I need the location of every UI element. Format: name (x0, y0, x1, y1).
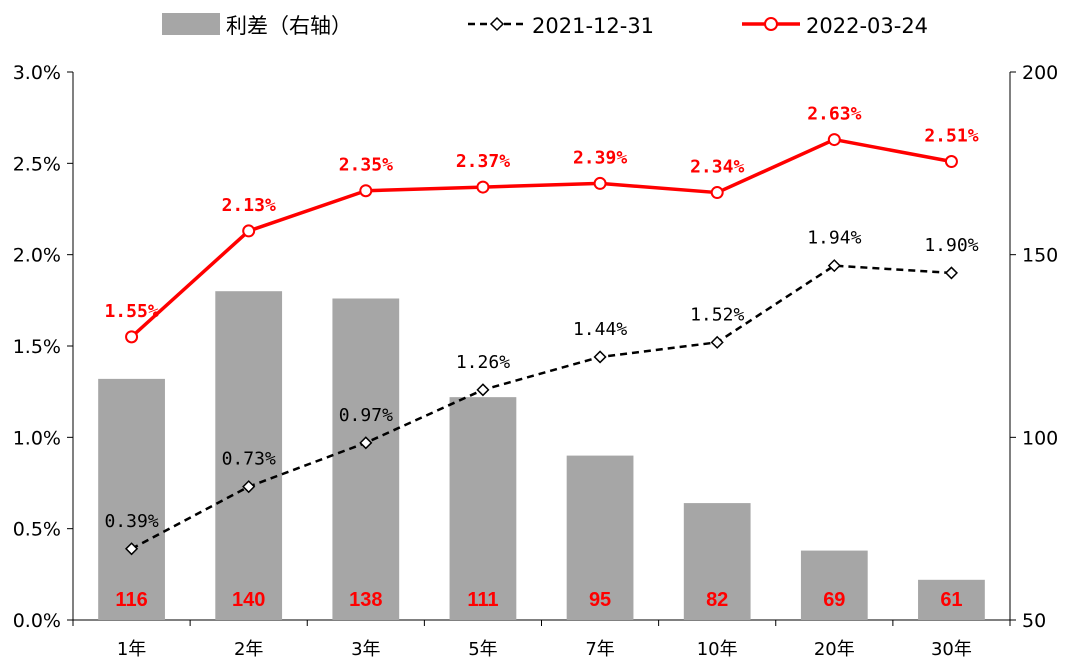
y-left-tick-label: 2.5% (13, 153, 61, 175)
series-point-diamond (827, 259, 841, 273)
series-point-circle (710, 186, 724, 200)
series-point-circle (476, 180, 490, 194)
series-data-label: 0.39% (104, 511, 158, 532)
series-data-label: 2.63% (807, 104, 861, 125)
legend-label-bars: 利差（右轴） (226, 14, 352, 38)
bar (800, 550, 868, 620)
series-data-label: 0.73% (222, 449, 276, 470)
x-tick-label: 30年 (931, 639, 972, 660)
y-right-tick-label: 150 (1022, 245, 1058, 267)
series-data-label: 2.51% (924, 126, 978, 147)
series-point-circle (359, 184, 373, 198)
y-right-tick-label: 200 (1022, 62, 1058, 84)
bar (566, 455, 634, 620)
series-data-label: 1.90% (924, 235, 978, 256)
series-point-diamond (593, 350, 607, 364)
x-tick-label: 10年 (697, 639, 738, 660)
series-point-circle (593, 176, 607, 190)
y-left-tick-label: 0.0% (13, 610, 61, 632)
legend-label-2021: 2021-12-31 (532, 14, 654, 38)
bar (918, 579, 985, 620)
series-data-label: 1.26% (456, 352, 510, 373)
series-data-label: 2.37% (456, 151, 510, 172)
bar-value-label: 138 (349, 589, 382, 611)
series-data-label: 2.13% (222, 195, 276, 216)
bar (449, 397, 517, 620)
legend-marker-2022 (764, 17, 778, 31)
bar-value-label: 82 (706, 589, 728, 611)
series-data-label: 1.52% (690, 304, 744, 325)
legend-label-2022: 2022-03-24 (806, 14, 928, 38)
series-point-diamond (359, 436, 373, 450)
series-line-1 (130, 137, 952, 339)
bar (98, 378, 165, 620)
y-right-tick-label: 100 (1022, 427, 1058, 449)
series-data-label: 0.97% (339, 405, 393, 426)
bar (215, 291, 283, 620)
x-tick-label: 1年 (117, 639, 146, 660)
series-line-0 (130, 264, 952, 550)
series-point-circle (944, 155, 958, 169)
y-left-tick-label: 1.5% (13, 336, 61, 358)
series-data-label: 2.34% (690, 157, 744, 178)
x-tick-label: 7年 (585, 639, 614, 660)
data-labels-group: 0.39% 0.73% 0.97% 1.26% 1.44% 1.52% 1.94% 1.90%… (104, 104, 978, 532)
x-tick-label: 20年 (814, 639, 855, 660)
x-tick-label: 2年 (234, 639, 263, 660)
axes: 0.0% 0.5% 1.0% 1.5% 2.0% 2.5% 3.0% 50 100 150 200 1… (13, 62, 1059, 660)
series-data-label: 1.55% (104, 301, 158, 322)
bars-group: 116 140 138 111 95 82 69 61 (98, 291, 985, 620)
series-point-diamond (242, 480, 256, 494)
bar-value-label: 61 (940, 589, 962, 611)
y-left-tick-label: 1.0% (13, 427, 61, 449)
series-point-circle (242, 224, 256, 238)
series-data-label: 1.94% (807, 228, 861, 249)
bar-value-label: 140 (232, 589, 265, 611)
series-point-diamond (476, 383, 490, 397)
x-tick-label: 3年 (351, 639, 380, 660)
y-left-tick-label: 2.0% (13, 245, 61, 267)
series-point-diamond (710, 335, 724, 349)
bar-value-label: 116 (115, 589, 147, 611)
bar-value-label: 69 (823, 589, 845, 611)
y-left-tick-label: 0.5% (13, 519, 61, 541)
bar-value-label: 111 (467, 589, 498, 611)
series-point-circle (827, 133, 841, 147)
legend: 利差（右轴） 2021-12-31 2022-03-24 (162, 13, 928, 38)
x-tick-label: 5年 (468, 639, 497, 660)
series-point-diamond (125, 542, 139, 556)
bar (683, 503, 751, 620)
series-data-label: 1.44% (573, 319, 627, 340)
legend-marker-2021 (489, 16, 505, 32)
bar (332, 298, 400, 620)
y-left-tick-label: 3.0% (13, 62, 61, 84)
bar-value-label: 95 (589, 589, 611, 611)
series-point-circle (125, 330, 139, 344)
series-data-label: 2.39% (573, 147, 627, 168)
series-point-diamond (944, 266, 958, 280)
series-data-label: 2.35% (339, 155, 393, 176)
legend-swatch-bars (162, 13, 220, 35)
lines-group (125, 133, 958, 556)
y-right-tick-label: 50 (1022, 610, 1046, 632)
